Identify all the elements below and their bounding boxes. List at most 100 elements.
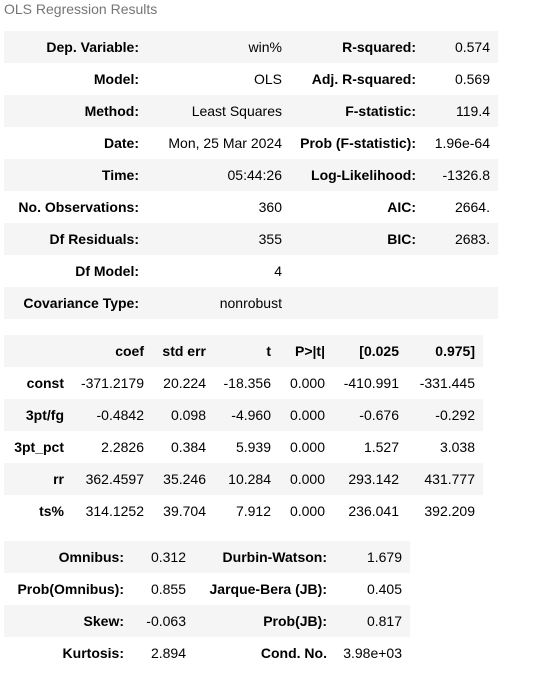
summary-value: nonrobust bbox=[147, 287, 290, 319]
summary-value: -1326.8 bbox=[424, 159, 498, 191]
summary-label bbox=[290, 255, 424, 287]
table-cell: 362.4597 bbox=[72, 463, 152, 495]
column-header: [0.025 bbox=[333, 335, 407, 367]
table-cell: 314.1252 bbox=[85, 503, 144, 519]
summary-value bbox=[424, 255, 498, 287]
summary-label: Adj. R-squared: bbox=[311, 71, 416, 87]
table-cell: 392.209 bbox=[424, 503, 475, 519]
table-cell: 39.704 bbox=[163, 503, 206, 519]
table-cell: -18.356 bbox=[223, 375, 271, 391]
summary-label: Time: bbox=[4, 159, 147, 191]
summary-label: Df Residuals: bbox=[4, 223, 147, 255]
table-cell: 35.246 bbox=[152, 463, 214, 495]
table-cell: -410.991 bbox=[343, 375, 399, 391]
table-cell: 5.939 bbox=[235, 439, 271, 455]
summary-value: 2683. bbox=[424, 223, 498, 255]
column-header: t bbox=[214, 335, 279, 367]
table-cell: 0.000 bbox=[279, 399, 333, 431]
table-cell: -4.960 bbox=[214, 399, 279, 431]
table-row: ts% 314.1252 39.704 7.912 0.000 236.041 … bbox=[4, 495, 483, 527]
table-cell: 3.038 bbox=[439, 439, 475, 455]
table-cell: -331.445 bbox=[419, 375, 475, 391]
summary-label bbox=[290, 287, 424, 319]
table-cell: 7.912 bbox=[235, 503, 271, 519]
table-cell: 0.000 bbox=[289, 439, 325, 455]
summary-value: 2664. bbox=[454, 199, 490, 215]
diagnostic-label: Kurtosis: bbox=[62, 645, 124, 661]
diagnostic-label: Cond. No. bbox=[260, 645, 327, 661]
table-cell: 0.000 bbox=[289, 375, 325, 391]
table-cell: 0.000 bbox=[279, 463, 333, 495]
summary-label: Log-Likelihood: bbox=[290, 159, 424, 191]
table-header-row: coef std err t P>|t| [0.025 0.975] bbox=[4, 335, 483, 367]
summary-label: Covariance Type: bbox=[4, 287, 147, 319]
table-caption: OLS Regression Results bbox=[4, 1, 158, 17]
model-summary-table: Dep. Variable: win% R-squared: 0.574 Mod… bbox=[4, 31, 498, 319]
summary-value: win% bbox=[147, 31, 290, 63]
summary-label: No. Observations: bbox=[18, 199, 139, 215]
summary-label: Df Model: bbox=[75, 263, 139, 279]
table-row: Time: 05:44:26 Log-Likelihood: -1326.8 bbox=[4, 159, 498, 191]
table-cell: 20.224 bbox=[163, 375, 206, 391]
summary-value: 0.574 bbox=[424, 31, 498, 63]
table-row: Omnibus: 0.312 Durbin-Watson: 1.679 bbox=[4, 541, 410, 573]
column-header bbox=[4, 335, 72, 367]
summary-value: 4 bbox=[274, 263, 282, 279]
diagnostic-label: Skew: bbox=[4, 605, 132, 637]
table-cell: 293.142 bbox=[333, 463, 407, 495]
summary-label: BIC: bbox=[290, 223, 424, 255]
table-row: 3pt_pct 2.2826 0.384 5.939 0.000 1.527 3… bbox=[4, 431, 483, 463]
row-label: const bbox=[26, 375, 64, 391]
table-cell: 0.384 bbox=[170, 439, 206, 455]
row-label: rr bbox=[4, 463, 72, 495]
table-row: Date: Mon, 25 Mar 2024 Prob (F-statistic… bbox=[4, 127, 498, 159]
row-label: 3pt/fg bbox=[4, 399, 72, 431]
table-row: Model: OLS Adj. R-squared: 0.569 bbox=[4, 63, 498, 95]
column-header: P>|t| bbox=[279, 335, 333, 367]
table-cell: 0.000 bbox=[289, 503, 325, 519]
coefficients-table: coef std err t P>|t| [0.025 0.975] const… bbox=[4, 335, 483, 527]
table-row: No. Observations: 360 AIC: 2664. bbox=[4, 191, 498, 223]
column-header: 0.975] bbox=[407, 335, 483, 367]
summary-label: Prob (F-statistic): bbox=[300, 135, 416, 151]
table-row: Method: Least Squares F-statistic: 119.4 bbox=[4, 95, 498, 127]
table-row: rr 362.4597 35.246 10.284 0.000 293.142 … bbox=[4, 463, 483, 495]
summary-label: Dep. Variable: bbox=[4, 31, 147, 63]
summary-value: OLS bbox=[253, 71, 282, 87]
diagnostic-value: 1.679 bbox=[335, 541, 410, 573]
column-header: coef bbox=[72, 335, 152, 367]
table-cell: -371.2179 bbox=[80, 375, 144, 391]
table-row: const -371.2179 20.224 -18.356 0.000 -41… bbox=[4, 367, 483, 399]
diagnostic-value: 0.312 bbox=[132, 541, 194, 573]
diagnostic-label: Prob(JB): bbox=[194, 605, 335, 637]
diagnostic-label: Prob(Omnibus): bbox=[17, 581, 124, 597]
table-row: Skew: -0.063 Prob(JB): 0.817 bbox=[4, 605, 410, 637]
diagnostic-value: -0.063 bbox=[132, 605, 194, 637]
table-cell: 431.777 bbox=[407, 463, 483, 495]
diagnostic-value: 0.855 bbox=[150, 581, 186, 597]
diagnostic-label: Jarque-Bera (JB): bbox=[209, 581, 327, 597]
summary-value: Least Squares bbox=[147, 95, 290, 127]
table-row: Df Model: 4 bbox=[4, 255, 498, 287]
table-cell: -0.292 bbox=[407, 399, 483, 431]
table-cell: 1.527 bbox=[363, 439, 399, 455]
summary-label: Date: bbox=[103, 135, 139, 151]
table-cell: -0.676 bbox=[333, 399, 407, 431]
summary-value: 360 bbox=[258, 199, 282, 215]
table-row: Df Residuals: 355 BIC: 2683. bbox=[4, 223, 498, 255]
summary-value: 0.569 bbox=[454, 71, 490, 87]
table-cell: -0.4842 bbox=[72, 399, 152, 431]
diagnostic-value: 0.817 bbox=[335, 605, 410, 637]
diagnostic-value: 3.98e+03 bbox=[343, 645, 402, 661]
summary-label: R-squared: bbox=[290, 31, 424, 63]
summary-label: AIC: bbox=[387, 199, 416, 215]
table-cell: 2.2826 bbox=[101, 439, 144, 455]
diagnostics-table: Omnibus: 0.312 Durbin-Watson: 1.679 Prob… bbox=[4, 541, 410, 669]
summary-value: 355 bbox=[147, 223, 290, 255]
summary-value: 1.96e-64 bbox=[434, 135, 490, 151]
table-row: Prob(Omnibus): 0.855 Jarque-Bera (JB): 0… bbox=[4, 573, 410, 605]
summary-label: Method: bbox=[4, 95, 147, 127]
summary-value: 05:44:26 bbox=[147, 159, 290, 191]
diagnostic-value: 0.405 bbox=[366, 581, 402, 597]
row-label: 3pt_pct bbox=[14, 439, 64, 455]
